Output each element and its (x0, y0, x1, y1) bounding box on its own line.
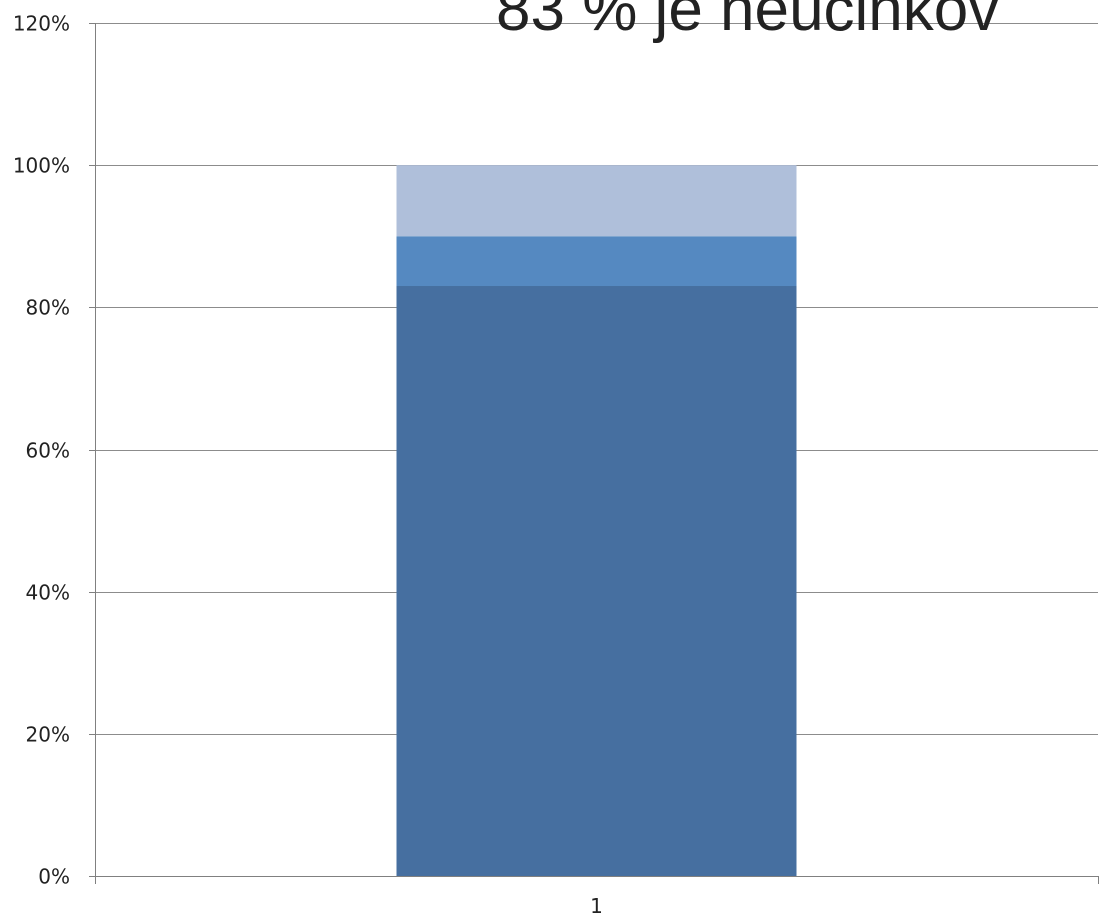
x-tick-labels: 1 (590, 894, 603, 918)
y-tick-label: 120% (13, 12, 70, 36)
bar-segment-1 (396, 286, 797, 877)
bar-segment-2 (396, 236, 797, 287)
y-tick-label: 60% (26, 439, 70, 463)
y-tick-label: 80% (26, 296, 70, 320)
x-tick-label: 1 (590, 894, 603, 918)
bar-segments (396, 165, 797, 877)
y-tick-labels: 0% 20% 40% 60% 80% 100% 120% (13, 12, 70, 889)
axes (89, 23, 1099, 884)
y-tick-label: 0% (38, 865, 70, 889)
chart-title: 83 % je neúčinkov (496, 0, 999, 44)
y-tick-label: 20% (26, 723, 70, 747)
y-tick-label: 100% (13, 154, 70, 178)
y-tick-label: 40% (26, 581, 70, 605)
bar-segment-3 (396, 165, 797, 237)
